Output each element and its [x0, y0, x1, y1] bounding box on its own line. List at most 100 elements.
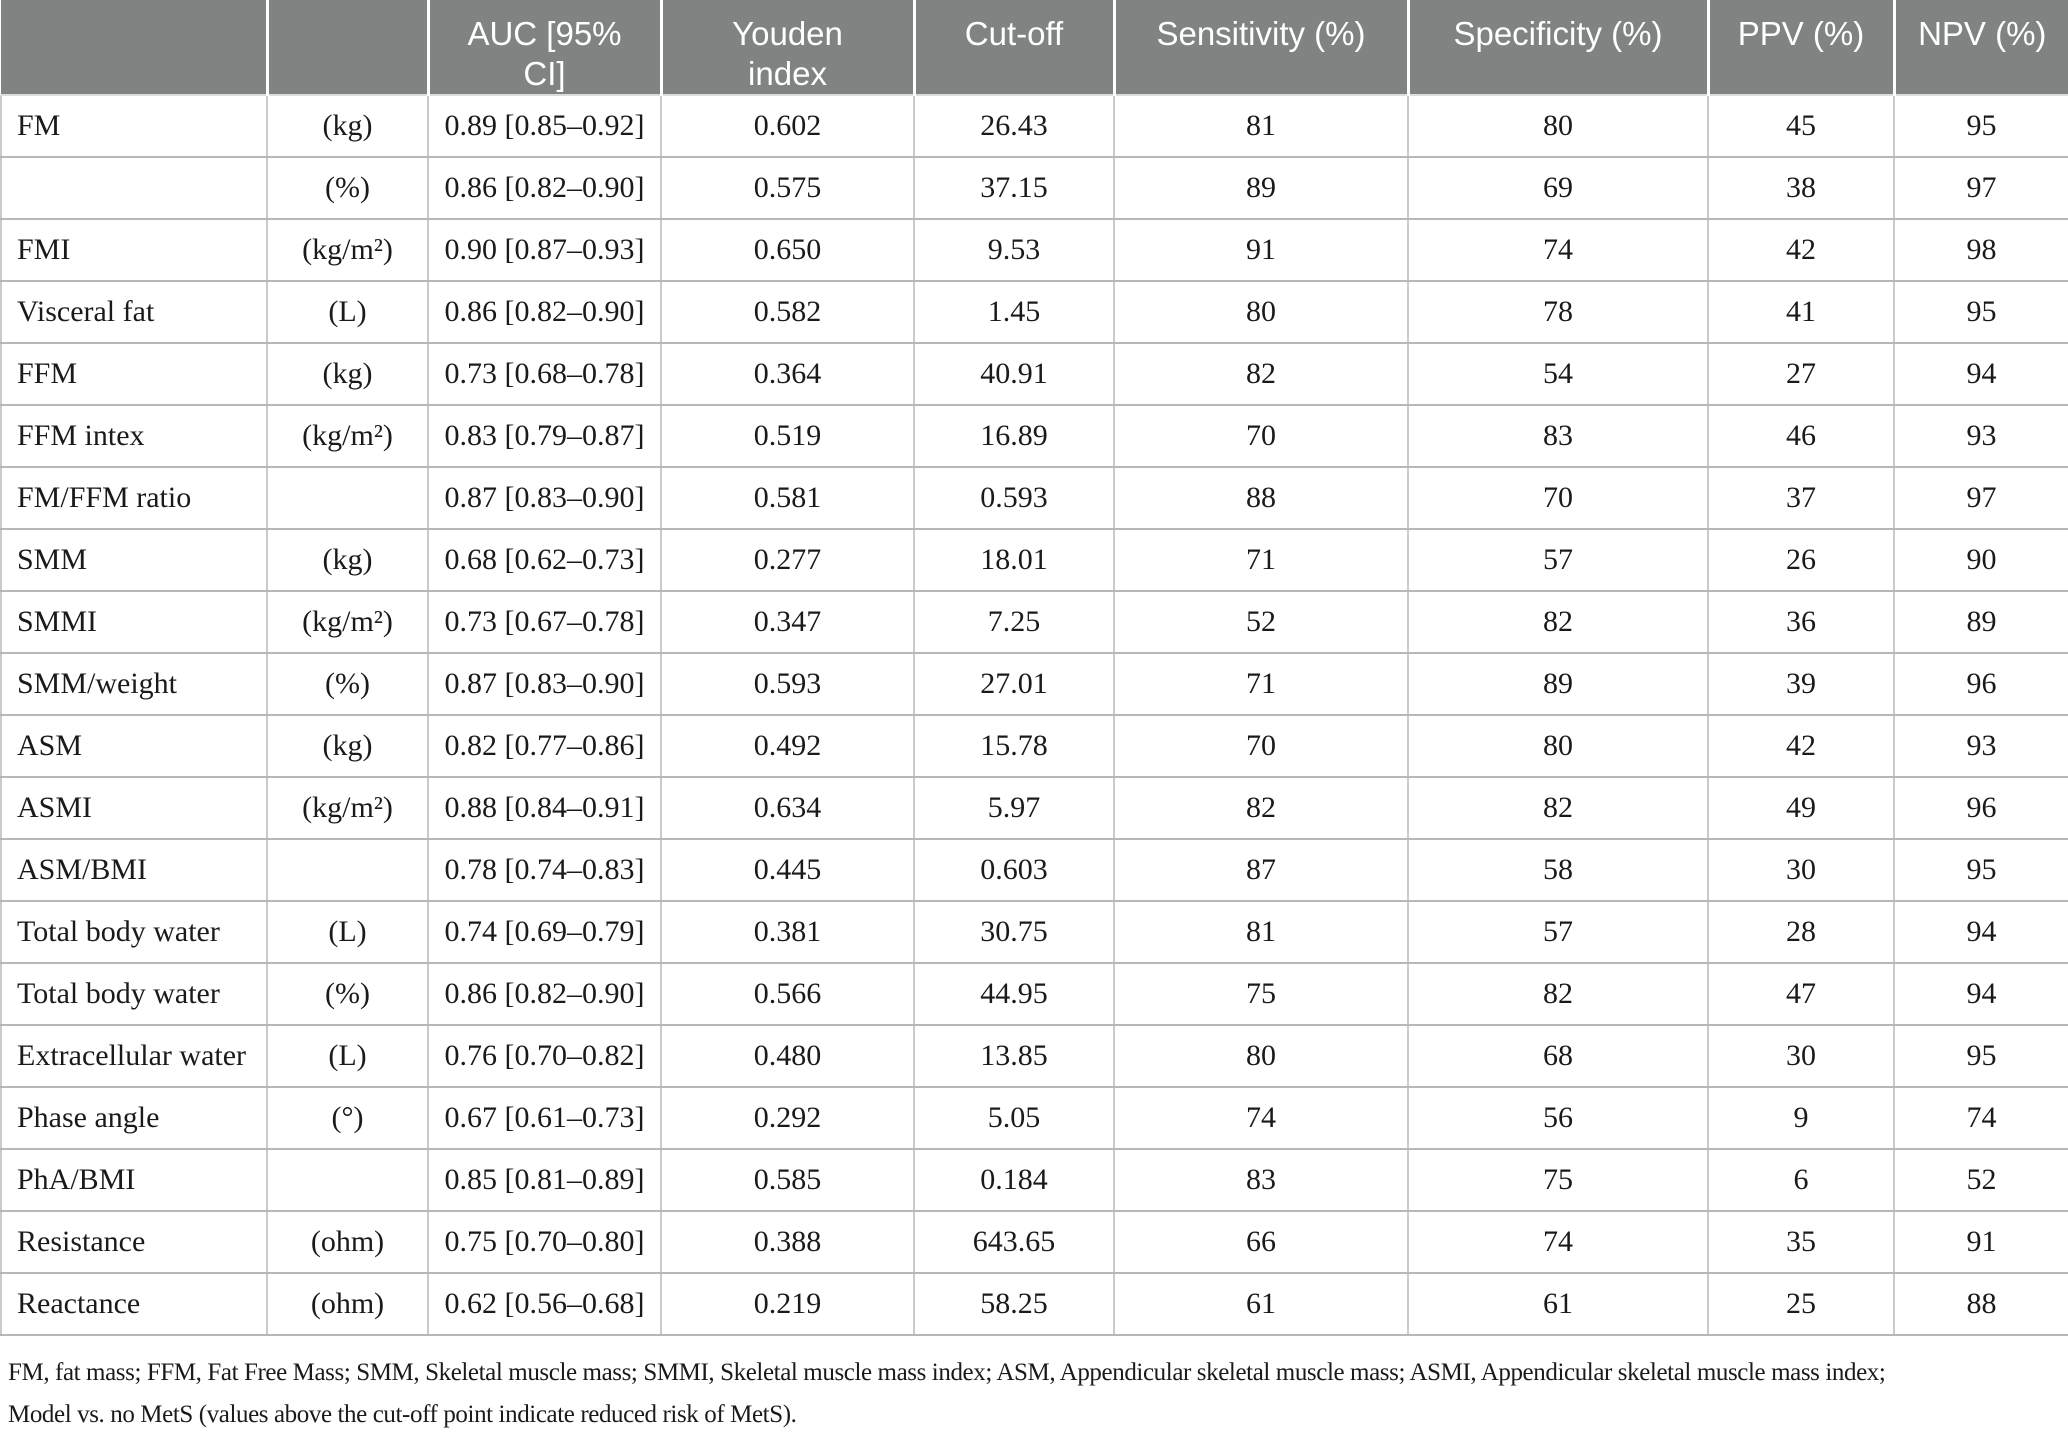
cell-sensitivity: 80 [1114, 281, 1409, 345]
cell-ppv: 38 [1708, 157, 1895, 221]
table-row: ASM (kg) 0.82 [0.77–0.86] 0.492 15.78 70 80 42 9… [0, 715, 2068, 779]
cell-parameter: SMM/weight [0, 653, 268, 717]
table-row: FM/FFM ratio 0.87 [0.83–0.90] 0.581 0.593 88… [0, 467, 2068, 531]
cell-cutoff: 643.65 [914, 1211, 1115, 1275]
cell-unit: (kg) [267, 343, 429, 407]
table-row: Phase angle (°) 0.67 [0.61–0.73] 0.292 5.05 7… [0, 1087, 2068, 1151]
cell-ppv: 47 [1708, 963, 1895, 1027]
cell-ppv: 25 [1708, 1273, 1895, 1337]
cell-unit: (ohm) [267, 1273, 429, 1337]
cell-parameter: Total body water [0, 901, 268, 965]
cell-youden: 0.581 [661, 467, 915, 531]
cell-auc: 0.82 [0.77–0.86] [428, 715, 662, 779]
cell-auc: 0.86 [0.82–0.90] [428, 281, 662, 345]
column-header-youden: Youden index [661, 0, 916, 97]
cell-parameter: FM [0, 95, 268, 159]
cell-ppv: 28 [1708, 901, 1895, 965]
cell-sensitivity: 88 [1114, 467, 1409, 531]
table-row: Visceral fat (L) 0.86 [0.82–0.90] 0.582 1.45… [0, 281, 2068, 345]
cell-npv: 91 [1894, 1211, 2068, 1275]
cell-ppv: 42 [1708, 219, 1895, 283]
cell-auc: 0.78 [0.74–0.83] [428, 839, 662, 903]
cell-cutoff: 1.45 [914, 281, 1115, 345]
cell-specificity: 74 [1408, 1211, 1709, 1275]
cell-sensitivity: 71 [1114, 653, 1409, 717]
cell-ppv: 36 [1708, 591, 1895, 655]
cell-sensitivity: 70 [1114, 405, 1409, 469]
cell-auc: 0.62 [0.56–0.68] [428, 1273, 662, 1337]
cell-parameter: SMMI [0, 591, 268, 655]
cell-sensitivity: 82 [1114, 343, 1409, 407]
cell-specificity: 57 [1408, 901, 1709, 965]
cell-specificity: 82 [1408, 963, 1709, 1027]
cell-parameter: ASM/BMI [0, 839, 268, 903]
table-row: FFM intex (kg/m²) 0.83 [0.79–0.87] 0.519 16.… [0, 405, 2068, 469]
table-row: FMI (kg/m²) 0.90 [0.87–0.93] 0.650 9.53 91 74 4… [0, 219, 2068, 283]
footnote-line-1: FM, fat mass; FFM, Fat Free Mass; SMM, S… [8, 1359, 1886, 1387]
cell-ppv: 46 [1708, 405, 1895, 469]
table-body: FM (kg) 0.89 [0.85–0.92] 0.602 26.43 81 80 45 95… [0, 95, 2068, 1337]
cell-ppv: 30 [1708, 839, 1895, 903]
cell-cutoff: 37.15 [914, 157, 1115, 221]
cell-youden: 0.445 [661, 839, 915, 903]
cell-cutoff: 18.01 [914, 529, 1115, 593]
cell-specificity: 82 [1408, 591, 1709, 655]
cell-sensitivity: 70 [1114, 715, 1409, 779]
cell-npv: 97 [1894, 467, 2068, 531]
cell-sensitivity: 81 [1114, 901, 1409, 965]
cell-unit: (ohm) [267, 1211, 429, 1275]
table-row: Resistance (ohm) 0.75 [0.70–0.80] 0.388 643.… [0, 1211, 2068, 1275]
table-row: (%) 0.86 [0.82–0.90] 0.575 37.15 89 69 38 97 [0, 157, 2068, 221]
table-row: FFM (kg) 0.73 [0.68–0.78] 0.364 40.91 82 54 27 9… [0, 343, 2068, 407]
cell-cutoff: 9.53 [914, 219, 1115, 283]
cell-npv: 97 [1894, 157, 2068, 221]
cell-cutoff: 0.603 [914, 839, 1115, 903]
cell-parameter: SMM [0, 529, 268, 593]
cell-specificity: 56 [1408, 1087, 1709, 1151]
header-row: AUC [95% CI] Youden index Cut-off Sensitivi… [1, 0, 2068, 97]
cell-ppv: 26 [1708, 529, 1895, 593]
cell-parameter: FMI [0, 219, 268, 283]
cell-sensitivity: 52 [1114, 591, 1409, 655]
cell-cutoff: 7.25 [914, 591, 1115, 655]
cell-parameter: Visceral fat [0, 281, 268, 345]
cell-specificity: 54 [1408, 343, 1709, 407]
cell-parameter: PhA/BMI [0, 1149, 268, 1213]
cell-unit: (kg) [267, 529, 429, 593]
cell-auc: 0.73 [0.67–0.78] [428, 591, 662, 655]
cell-npv: 96 [1894, 777, 2068, 841]
cell-unit: (kg) [267, 715, 429, 779]
cell-specificity: 58 [1408, 839, 1709, 903]
cell-auc: 0.76 [0.70–0.82] [428, 1025, 662, 1089]
cell-cutoff: 13.85 [914, 1025, 1115, 1089]
cell-youden: 0.650 [661, 219, 915, 283]
cell-youden: 0.347 [661, 591, 915, 655]
cell-unit: (%) [267, 653, 429, 717]
cell-parameter: ASM [0, 715, 268, 779]
cell-npv: 95 [1894, 281, 2068, 345]
column-header-cutoff: Cut-off [914, 0, 1116, 97]
cell-ppv: 45 [1708, 95, 1895, 159]
cell-unit [267, 1149, 429, 1213]
cell-npv: 93 [1894, 405, 2068, 469]
cell-auc: 0.86 [0.82–0.90] [428, 157, 662, 221]
cell-cutoff: 16.89 [914, 405, 1115, 469]
cell-ppv: 35 [1708, 1211, 1895, 1275]
cell-parameter: Reactance [0, 1273, 268, 1337]
cell-specificity: 69 [1408, 157, 1709, 221]
cell-ppv: 39 [1708, 653, 1895, 717]
cell-cutoff: 27.01 [914, 653, 1115, 717]
cell-ppv: 27 [1708, 343, 1895, 407]
roc-analysis-table: AUC [95% CI] Youden index Cut-off Sensitivi… [0, 0, 2068, 1337]
table-row: Reactance (ohm) 0.62 [0.56–0.68] 0.219 58.25… [0, 1273, 2068, 1337]
cell-ppv: 9 [1708, 1087, 1895, 1151]
cell-npv: 52 [1894, 1149, 2068, 1213]
cell-parameter: Total body water [0, 963, 268, 1027]
cell-sensitivity: 71 [1114, 529, 1409, 593]
cell-npv: 94 [1894, 901, 2068, 965]
cell-npv: 94 [1894, 343, 2068, 407]
cell-sensitivity: 87 [1114, 839, 1409, 903]
cell-auc: 0.87 [0.83–0.90] [428, 653, 662, 717]
cell-youden: 0.602 [661, 95, 915, 159]
cell-youden: 0.566 [661, 963, 915, 1027]
